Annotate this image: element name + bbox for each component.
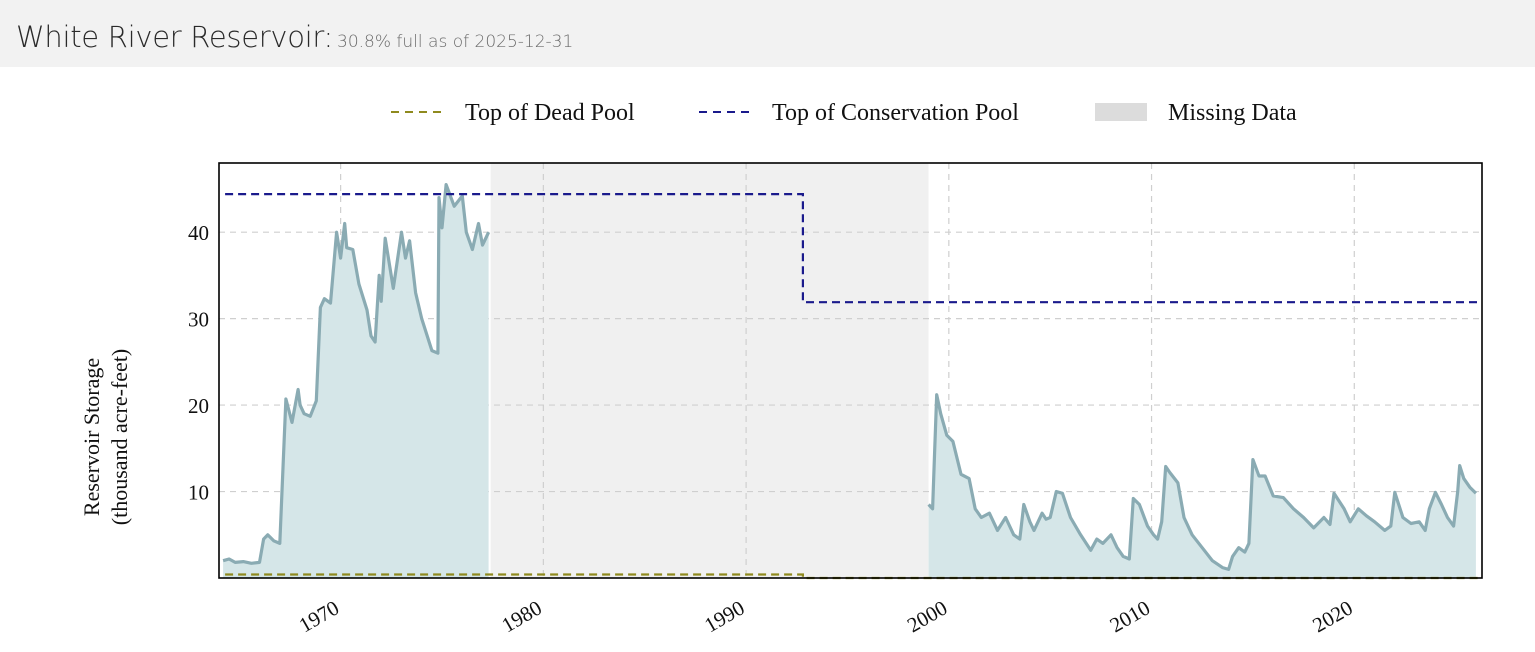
- y-axis-label-line2: (thousand acre-feet): [107, 349, 132, 526]
- storage-line: [927, 393, 1478, 571]
- legend-label-conservation-pool: Top of Conservation Pool: [772, 100, 1019, 126]
- y-tick-label: 10: [188, 481, 209, 505]
- legend-label-dead-pool: Top of Dead Pool: [465, 100, 635, 126]
- x-tick-label: 2010: [1106, 596, 1154, 638]
- page-subtitle: 30.8% full as of 2025-12-31: [337, 32, 574, 52]
- x-tick-label: 1990: [700, 596, 748, 638]
- storage-area: [223, 184, 489, 578]
- conservation-pool-line: [225, 192, 1480, 304]
- x-tick-label: 2020: [1308, 596, 1356, 638]
- x-tick-label: 1980: [497, 596, 545, 638]
- plot-area: 10 20 30 40 1970 1980 1990 2000 2010 2020: [188, 162, 1483, 638]
- y-axis-label-line1: Reservoir Storage: [79, 358, 104, 516]
- legend-swatch-missing-data: [1095, 103, 1147, 121]
- legend-label-missing-data: Missing Data: [1168, 100, 1297, 126]
- plot-frame: [218, 162, 1483, 579]
- storage-area: [928, 394, 1476, 578]
- x-tick-label: 1970: [295, 596, 343, 638]
- y-tick-label: 20: [188, 394, 209, 418]
- dead-pool-line: [225, 573, 1480, 580]
- x-tick-label: 2000: [903, 596, 951, 638]
- header-bar: White River Reservoir: 30.8% full as of 2…: [0, 0, 1535, 67]
- page-title: White River Reservoir: 30.8% full as of 2…: [16, 20, 574, 54]
- y-tick-label: 40: [188, 221, 209, 245]
- missing-data-band: [490, 163, 929, 578]
- y-tick-label: 30: [188, 308, 209, 332]
- storage-chart: Top of Dead Pool Top of Conservation Poo…: [79, 100, 1483, 638]
- storage-line: [222, 182, 491, 565]
- legend: Top of Dead Pool Top of Conservation Poo…: [391, 100, 1297, 126]
